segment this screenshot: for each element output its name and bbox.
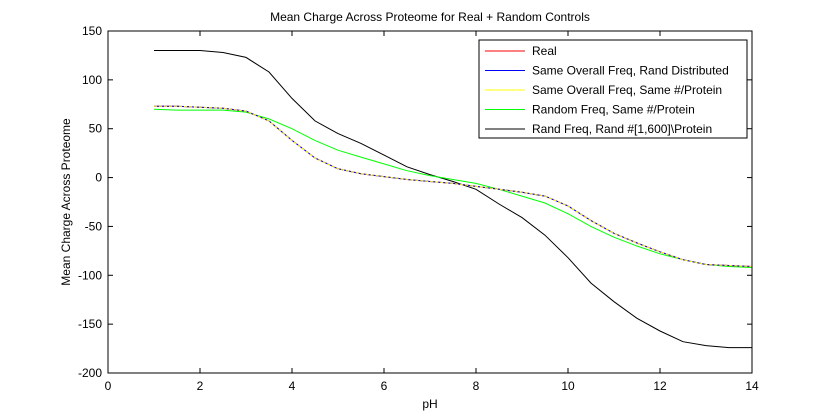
legend-entry: Random Freq, Same #/Protein <box>532 103 695 117</box>
y-tick-label: -100 <box>78 268 102 282</box>
y-tick-label: -200 <box>78 366 102 380</box>
axes-box <box>107 30 753 374</box>
y-tick-label: 0 <box>95 171 102 185</box>
y-tick-label: -150 <box>78 317 102 331</box>
x-tick-label: 6 <box>381 379 388 393</box>
series-line-2 <box>154 105 753 267</box>
legend-entry: Same Overall Freq, Same #/Protein <box>532 83 722 97</box>
y-tick-label: -50 <box>85 219 103 233</box>
legend-box <box>478 39 748 139</box>
y-axis-label: Mean Charge Across Proteome <box>59 118 73 286</box>
x-tick-label: 10 <box>561 379 575 393</box>
axes: 0 2 4 6 8 10 12 14 -200 -150 -100 -50 0 50 100 150 <box>78 24 759 393</box>
chart-title: Mean Charge Across Proteome for Real + R… <box>270 10 590 24</box>
legend-entry: Same Overall Freq, Rand Distributed <box>532 64 729 78</box>
series-line-4 <box>154 50 752 349</box>
legend-entry: Real <box>532 44 557 58</box>
y-tick-label: 100 <box>82 73 102 87</box>
y-tick-label: 50 <box>89 122 103 136</box>
legend: Real Same Overall Freq, Rand Distributed S… <box>478 39 748 139</box>
x-tick-label: 0 <box>105 379 112 393</box>
x-tick-label: 2 <box>197 379 204 393</box>
x-tick-label: 4 <box>289 379 296 393</box>
y-tick-label: 150 <box>82 24 102 38</box>
x-tick-label: 12 <box>653 379 667 393</box>
x-tick-label: 8 <box>473 379 480 393</box>
x-tick-label: 14 <box>745 379 759 393</box>
x-axis-label: pH <box>422 397 437 411</box>
legend-entry: Rand Freq, Rand #[1,600]\Protein <box>532 122 712 136</box>
